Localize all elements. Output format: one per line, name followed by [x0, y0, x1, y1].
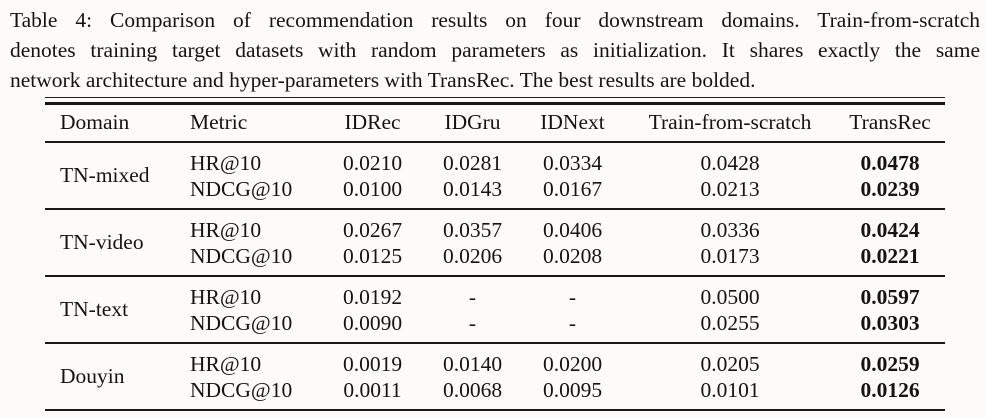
value-cell: 0.0167	[542, 176, 603, 201]
metric-cell: HR@10	[190, 351, 262, 376]
value-cell-best: 0.0259	[860, 351, 920, 376]
value-cell: -	[468, 310, 477, 335]
group-tn-text: TN-text HR@10 0.0192 - - 0.0500 0.0597 N…	[45, 275, 945, 343]
value-cell: 0.0068	[442, 377, 503, 402]
table-row: NDCG@10 0.0125 0.0206 0.0208 0.0173 0.02…	[45, 243, 945, 276]
metric-cell: HR@10	[190, 150, 262, 175]
domain-cell: TN-video	[60, 230, 144, 254]
value-cell: 0.0200	[542, 351, 603, 376]
table-header: Domain Metric IDRec IDGru IDNext Train-f…	[45, 103, 945, 143]
value-cell: -	[568, 284, 577, 309]
value-cell: 0.0208	[542, 243, 603, 268]
metric-cell: NDCG@10	[190, 310, 293, 335]
col-header-train-from-scratch: Train-from-scratch	[625, 103, 835, 143]
caption-line: Table 4: Comparison of recommendation re…	[10, 8, 980, 32]
value-cell: 0.0125	[342, 243, 403, 268]
table-caption: Table 4: Comparison of recommendation re…	[10, 5, 980, 95]
value-cell: 0.0205	[700, 351, 760, 376]
value-cell-best: 0.0221	[860, 243, 920, 268]
metric-cell: HR@10	[190, 217, 262, 242]
metric-cell: HR@10	[190, 284, 262, 309]
value-cell: 0.0095	[542, 377, 603, 402]
col-header-domain: Domain	[45, 103, 175, 143]
value-cell: 0.0101	[700, 377, 760, 402]
value-cell-best: 0.0239	[860, 176, 920, 201]
value-cell: 0.0173	[700, 243, 760, 268]
table-row: TN-video HR@10 0.0267 0.0357 0.0406 0.03…	[45, 209, 945, 255]
value-cell-best: 0.0303	[860, 310, 920, 335]
domain-cell: TN-mixed	[60, 163, 150, 187]
value-cell: 0.0500	[700, 284, 760, 309]
value-cell: 0.0210	[342, 150, 403, 175]
group-tn-mixed: TN-mixed HR@10 0.0210 0.0281 0.0334 0.04…	[45, 141, 945, 209]
metric-cell: NDCG@10	[190, 377, 293, 402]
value-cell: 0.0019	[342, 351, 403, 376]
value-cell: 0.0090	[342, 310, 403, 335]
value-cell: 0.0100	[342, 176, 403, 201]
table-row: TN-text HR@10 0.0192 - - 0.0500 0.0597	[45, 276, 945, 322]
domain-cell: TN-text	[60, 297, 129, 321]
value-cell: -	[468, 284, 477, 309]
col-header-idrec: IDRec	[320, 103, 425, 143]
value-cell-best: 0.0478	[860, 150, 920, 175]
table-row: NDCG@10 0.0100 0.0143 0.0167 0.0213 0.02…	[45, 176, 945, 209]
metric-cell: NDCG@10	[190, 243, 293, 268]
value-cell: 0.0267	[342, 217, 403, 242]
value-cell-best: 0.0126	[860, 377, 920, 402]
table-row: NDCG@10 0.0011 0.0068 0.0095 0.0101 0.01…	[45, 377, 945, 410]
col-header-metric: Metric	[175, 103, 320, 143]
table-row: TN-mixed HR@10 0.0210 0.0281 0.0334 0.04…	[45, 142, 945, 188]
caption-line: denotes training target datasets with ra…	[10, 38, 980, 62]
value-cell-best: 0.0597	[860, 284, 920, 309]
results-table-zone: Domain Metric IDRec IDGru IDNext Train-f…	[45, 97, 945, 411]
value-cell: 0.0213	[700, 176, 760, 201]
value-cell: 0.0255	[700, 310, 760, 335]
domain-cell: Douyin	[60, 364, 125, 388]
header-row: Domain Metric IDRec IDGru IDNext Train-f…	[45, 103, 945, 143]
col-header-transrec: TransRec	[835, 103, 945, 143]
value-cell: 0.0357	[442, 217, 503, 242]
col-header-idnext: IDNext	[520, 103, 625, 143]
group-douyin: Douyin HR@10 0.0019 0.0140 0.0200 0.0205…	[45, 342, 945, 410]
value-cell: -	[568, 310, 577, 335]
value-cell: 0.0281	[442, 150, 503, 175]
value-cell-best: 0.0424	[860, 217, 920, 242]
value-cell: 0.0140	[442, 351, 503, 376]
results-table: Domain Metric IDRec IDGru IDNext Train-f…	[45, 101, 945, 411]
value-cell: 0.0428	[700, 150, 760, 175]
value-cell: 0.0206	[442, 243, 503, 268]
table-row: Douyin HR@10 0.0019 0.0140 0.0200 0.0205…	[45, 343, 945, 389]
metric-cell: NDCG@10	[190, 176, 293, 201]
group-tn-video: TN-video HR@10 0.0267 0.0357 0.0406 0.03…	[45, 208, 945, 276]
value-cell: 0.0143	[442, 176, 503, 201]
value-cell: 0.0192	[342, 284, 403, 309]
value-cell: 0.0334	[542, 150, 603, 175]
value-cell: 0.0011	[343, 377, 402, 402]
caption-line: network architecture and hyper-parameter…	[10, 68, 756, 92]
col-header-idgru: IDGru	[425, 103, 520, 143]
value-cell: 0.0336	[700, 217, 760, 242]
table-top-thin-rule	[45, 97, 945, 98]
table-row: NDCG@10 0.0090 - - 0.0255 0.0303	[45, 310, 945, 343]
value-cell: 0.0406	[542, 217, 603, 242]
